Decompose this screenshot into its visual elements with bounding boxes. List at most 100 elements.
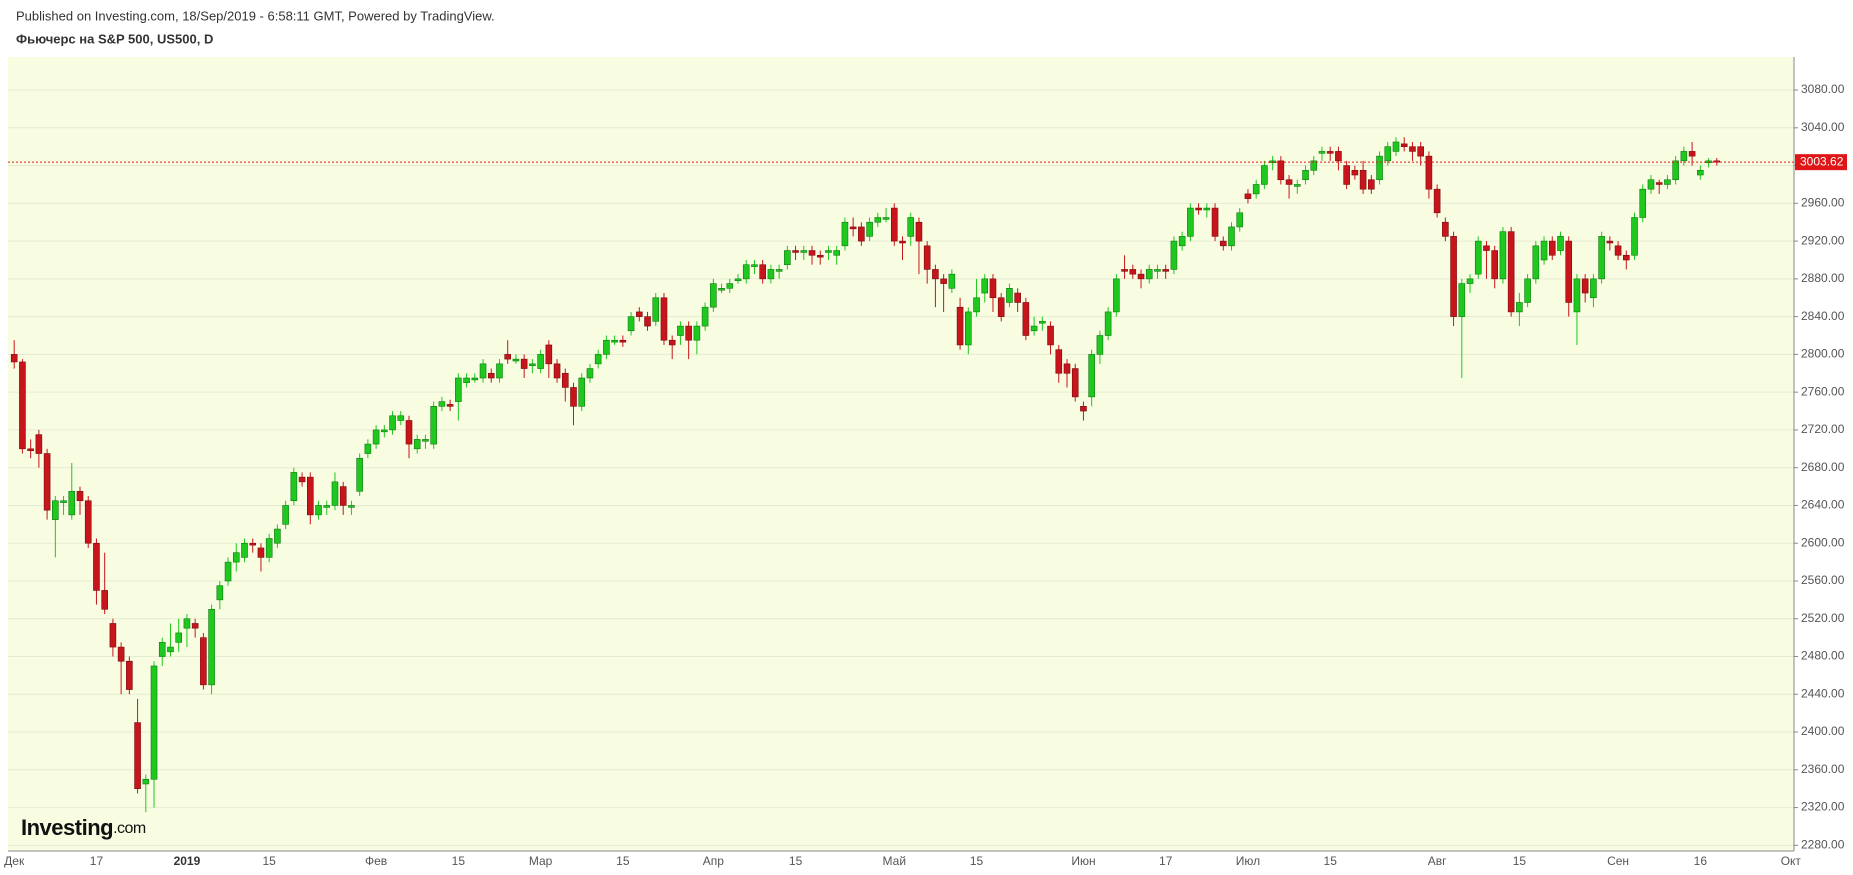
candle-body [1014,292,1021,303]
candle-body [981,278,989,294]
y-tick-label: 2600.00 [1801,535,1845,549]
candle-body [1532,245,1540,280]
candle-body [940,278,947,284]
candle-body [101,590,108,610]
y-tick-label: 2880.00 [1801,271,1845,285]
candle-body [1351,169,1359,176]
candle-body [1030,325,1038,332]
candle-body [833,250,841,256]
candle-body [1409,146,1416,152]
candle-body [751,264,758,267]
candle-body [1137,273,1145,280]
candle-body [1055,349,1063,374]
candle-body [10,354,18,363]
candle-body [1162,269,1169,272]
candle-body [841,221,849,247]
x-tick-label: 2019 [174,854,201,868]
candle-body [1326,151,1334,154]
x-tick-label: Июл [1236,854,1260,868]
candle-body [1672,160,1679,181]
candle-body [1154,269,1161,272]
candle-body [265,538,273,558]
candle-body [1302,169,1309,181]
x-tick-label: 15 [789,854,803,868]
candle-body [1557,236,1564,251]
candle-body [487,372,495,379]
y-tick-label: 2640.00 [1801,498,1845,512]
candle-body [1080,406,1087,412]
candle-body [1211,207,1219,237]
candle-body [224,561,232,582]
candle-body [413,439,421,450]
candle-body [397,415,405,421]
candle-body [405,420,413,445]
x-tick-label: 15 [262,854,276,868]
candle-body [1088,354,1095,398]
candle-body [907,217,915,237]
candle-body [117,646,125,662]
candle-body [989,278,997,299]
candle-body [315,505,322,516]
y-tick-label: 2440.00 [1801,686,1845,700]
candle-body [1252,184,1260,195]
candle-body [635,311,643,317]
candle-body [1285,179,1293,185]
candle-body [1335,151,1342,162]
candle-body [134,722,141,789]
candle-body [1524,278,1531,303]
candle-body [594,354,602,365]
candle-body [1006,288,1013,303]
x-tick-label: Май [883,854,907,868]
candle-body [611,339,618,343]
candle-body [520,358,528,369]
candle-body [701,306,709,327]
candle-body [1499,231,1507,280]
y-tick-label: 2320.00 [1801,800,1845,814]
candle-body [191,623,199,629]
candle-body [718,288,725,291]
candle-body [496,363,503,379]
candle-body [1581,278,1589,294]
candle-body [825,250,832,253]
candle-body [19,361,26,450]
candle-body [381,429,388,433]
y-tick-label: 2800.00 [1801,347,1845,361]
candle-body [323,505,331,508]
y-tick-label: 2960.00 [1801,196,1845,210]
candle-body [1483,245,1490,251]
candle-body [1450,236,1457,317]
candle-body [627,316,635,332]
candle-body [603,339,610,355]
candle-body [923,245,931,270]
x-tick-label: Сен [1607,854,1629,868]
candle-body [1384,146,1392,162]
candle-body [742,264,750,280]
y-tick-label: 2920.00 [1801,233,1845,247]
candle-body [200,637,207,686]
candle-body [1318,151,1326,154]
candle-body [1096,335,1104,355]
candle-body [1294,184,1301,187]
x-tick-label: Фев [365,854,387,868]
candle-body [68,490,76,516]
y-tick-label: 2400.00 [1801,724,1845,738]
candle-body [1203,207,1211,211]
candle-body [1022,302,1030,336]
candle-body [1417,146,1424,157]
candle-body [1219,240,1227,247]
candle-body [652,297,660,322]
candle-body [183,618,191,629]
candle-body [1623,254,1630,261]
candle-body [208,609,215,686]
plot-area [8,57,1794,851]
candle-body [586,368,594,379]
candle-body [734,278,742,282]
candle-body [446,404,454,407]
y-tick-label: 3040.00 [1801,120,1845,134]
candle-body [1244,193,1252,199]
candle-body [76,490,84,502]
x-tick-label: Авг [1428,854,1447,868]
candle-body [241,542,248,558]
x-tick-label: Июн [1071,854,1095,868]
candle-body [677,325,684,336]
